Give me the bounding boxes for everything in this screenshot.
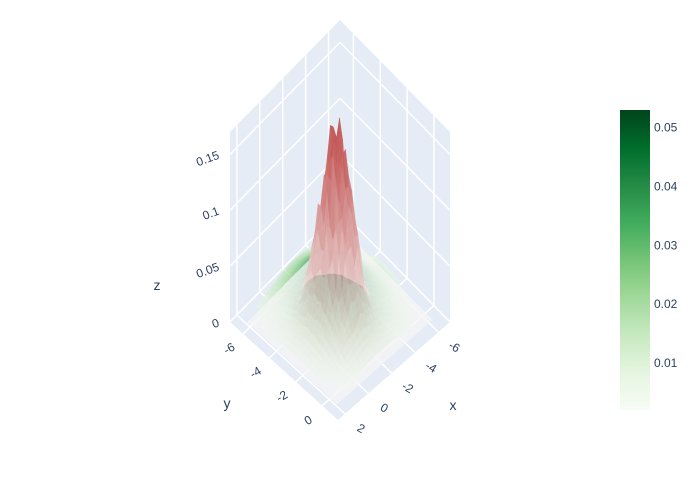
gridline-z bbox=[339, 41, 451, 155]
x-tick-label: 0 bbox=[378, 400, 391, 416]
colorbar-tick-label: 0.02 bbox=[654, 297, 678, 311]
z-tick-label: 0 bbox=[210, 316, 221, 332]
gridline-z bbox=[339, 97, 451, 211]
colorbar-tick-label: 0.01 bbox=[654, 356, 678, 370]
axis-titles: x y z bbox=[154, 277, 457, 413]
gridline-z bbox=[339, 209, 451, 323]
gridline-z bbox=[339, 153, 451, 267]
y-tick-label: -6 bbox=[221, 340, 238, 358]
gridline-z bbox=[229, 97, 341, 211]
y-tick-label: -4 bbox=[247, 363, 264, 381]
y-tick-label: -2 bbox=[274, 387, 291, 405]
gridline-z bbox=[229, 41, 341, 155]
gridline-z bbox=[229, 153, 341, 267]
colorbar-ticks: 0.01 0.02 0.03 0.04 0.05 bbox=[654, 121, 678, 370]
x-tick-label: -6 bbox=[446, 338, 463, 356]
x-tick-label: 2 bbox=[355, 421, 368, 437]
wall-x bbox=[340, 20, 450, 322]
z-tick-label: 0.05 bbox=[194, 260, 221, 281]
y-tick-label: 0 bbox=[302, 412, 315, 428]
z-tick-label: 0.1 bbox=[201, 204, 222, 223]
colorbar-tick-label: 0.04 bbox=[654, 179, 678, 193]
colorbar-gradient bbox=[620, 110, 650, 410]
colorbar-tick-label: 0.05 bbox=[654, 121, 678, 135]
colorbar: 0.01 0.02 0.03 0.04 0.05 bbox=[620, 110, 678, 410]
x-tick-label: -4 bbox=[423, 358, 440, 376]
colorbar-tick-label: 0.03 bbox=[654, 238, 678, 252]
y-axis-title: y bbox=[224, 395, 231, 411]
surface-cell bbox=[333, 398, 341, 405]
surfaces bbox=[247, 117, 433, 405]
z-tick-label: 0.15 bbox=[194, 148, 221, 169]
x-tick-label: -2 bbox=[400, 379, 417, 397]
gridline-x bbox=[236, 314, 346, 415]
x-axis-title: x bbox=[450, 397, 457, 413]
wall-y bbox=[230, 20, 340, 322]
z-axis-title: z bbox=[154, 277, 161, 293]
